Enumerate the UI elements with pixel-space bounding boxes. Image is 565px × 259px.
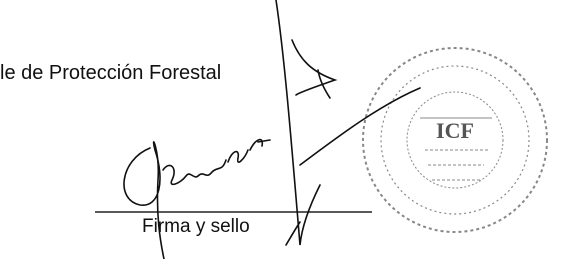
signature-caption: Firma y sello <box>142 216 250 238</box>
document-page: {"header": {"title": "le de Protección F… <box>0 0 565 259</box>
section-title: le de Protección Forestal <box>0 62 221 85</box>
stamp-label: ICF <box>436 118 474 143</box>
signature-area: ICF <box>0 0 565 259</box>
